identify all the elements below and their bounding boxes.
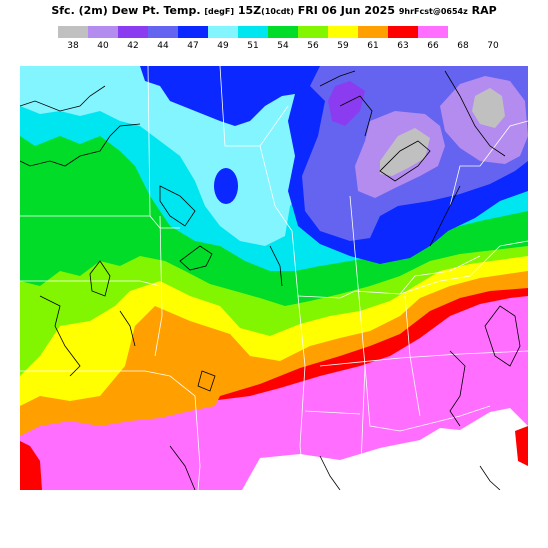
legend-tick-label: 51 — [247, 41, 259, 51]
legend-tick-label: 42 — [127, 41, 139, 51]
field-gray — [380, 88, 505, 176]
legend-tick-label: 56 — [307, 41, 319, 51]
contour-lines — [20, 70, 521, 490]
map-title: Sfc. (2m) Dew Pt. Temp. [degF] 15Z(10cdt… — [0, 4, 548, 17]
legend-tick-label: 49 — [217, 41, 229, 51]
legend-tick-label: 38 — [67, 41, 79, 51]
units-label: [degF] — [204, 7, 235, 16]
legend-swatch — [298, 26, 328, 38]
field-magenta-south — [140, 356, 528, 490]
legend-swatch — [148, 26, 178, 38]
legend-swatch — [208, 26, 238, 38]
legend-tick-label: 44 — [157, 41, 169, 51]
field-white-se — [240, 406, 528, 490]
model-name: RAP — [471, 4, 497, 17]
legend-tick-label: 63 — [397, 41, 409, 51]
legend-swatch — [238, 26, 268, 38]
legend-swatch — [268, 26, 298, 38]
legend-swatch — [358, 26, 388, 38]
field-red-west — [20, 441, 42, 490]
legend-swatch — [178, 26, 208, 38]
legend-swatch — [418, 26, 448, 38]
product-name: Sfc. (2m) Dew Pt. Temp. — [51, 4, 201, 17]
valid-date: FRI 06 Jun 2025 — [297, 4, 395, 17]
legend-tick-label: 47 — [187, 41, 199, 51]
legend-tick-label: 40 — [97, 41, 109, 51]
legend-swatch — [388, 26, 418, 38]
valid-time: 15Z — [237, 4, 262, 17]
legend-tick-label: 59 — [337, 41, 349, 51]
legend-tick-label: 66 — [427, 41, 439, 51]
legend-swatch — [58, 26, 88, 38]
dewpoint-map — [20, 66, 528, 490]
legend-tick-label: 68 — [457, 41, 469, 51]
legend-swatch — [328, 26, 358, 38]
legend-tick-label: 61 — [367, 41, 379, 51]
legend-tick-label: 54 — [277, 41, 289, 51]
legend-swatch — [88, 26, 118, 38]
valid-local-time: (10cdt) — [261, 7, 294, 16]
field-blue-spot — [214, 168, 238, 204]
field-red-se — [515, 426, 528, 466]
legend-tick-label: 70 — [487, 41, 499, 51]
forecast-info: 9hrFcst@0654z — [398, 7, 468, 16]
legend-swatch — [118, 26, 148, 38]
field-purple — [328, 81, 365, 126]
